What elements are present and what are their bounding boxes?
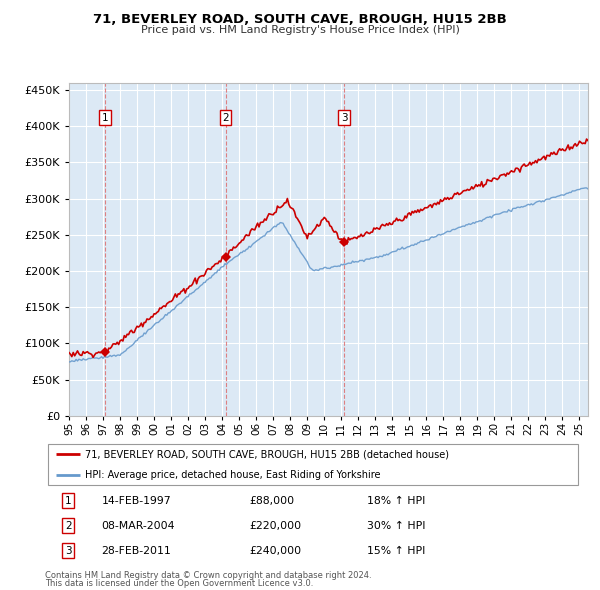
Text: 2: 2 <box>222 113 229 123</box>
Text: £240,000: £240,000 <box>249 546 301 556</box>
Text: 15% ↑ HPI: 15% ↑ HPI <box>367 546 425 556</box>
Text: 71, BEVERLEY ROAD, SOUTH CAVE, BROUGH, HU15 2BB (detached house): 71, BEVERLEY ROAD, SOUTH CAVE, BROUGH, H… <box>85 450 449 460</box>
Text: 1: 1 <box>102 113 109 123</box>
Text: 3: 3 <box>65 546 71 556</box>
Text: 30% ↑ HPI: 30% ↑ HPI <box>367 521 426 530</box>
Text: Contains HM Land Registry data © Crown copyright and database right 2024.: Contains HM Land Registry data © Crown c… <box>45 571 371 579</box>
Text: 1: 1 <box>65 496 71 506</box>
Text: 2: 2 <box>65 521 71 530</box>
Text: 3: 3 <box>341 113 347 123</box>
Text: 28-FEB-2011: 28-FEB-2011 <box>101 546 171 556</box>
Text: £88,000: £88,000 <box>249 496 294 506</box>
Text: HPI: Average price, detached house, East Riding of Yorkshire: HPI: Average price, detached house, East… <box>85 470 381 480</box>
Text: 71, BEVERLEY ROAD, SOUTH CAVE, BROUGH, HU15 2BB: 71, BEVERLEY ROAD, SOUTH CAVE, BROUGH, H… <box>93 13 507 26</box>
Text: 08-MAR-2004: 08-MAR-2004 <box>101 521 175 530</box>
Text: 14-FEB-1997: 14-FEB-1997 <box>101 496 171 506</box>
Text: £220,000: £220,000 <box>249 521 301 530</box>
FancyBboxPatch shape <box>47 444 578 485</box>
Text: This data is licensed under the Open Government Licence v3.0.: This data is licensed under the Open Gov… <box>45 579 313 588</box>
Text: 18% ↑ HPI: 18% ↑ HPI <box>367 496 425 506</box>
Text: Price paid vs. HM Land Registry's House Price Index (HPI): Price paid vs. HM Land Registry's House … <box>140 25 460 35</box>
